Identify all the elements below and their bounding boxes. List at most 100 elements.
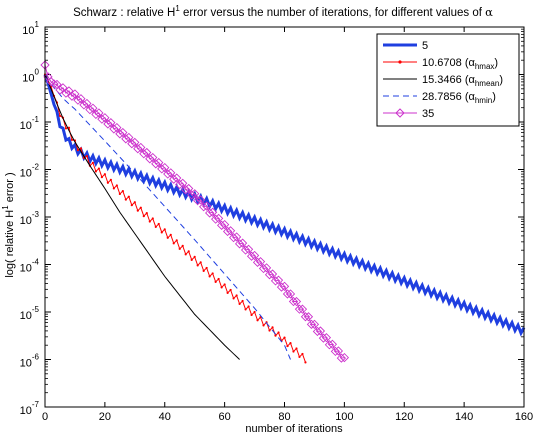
series-2-point (127, 195, 130, 198)
series-5-diamond-marker (276, 282, 287, 292)
series-2-point (133, 201, 136, 204)
series-2-point (238, 302, 241, 306)
series-2-point (190, 258, 193, 261)
series-5-diamond-marker (178, 178, 188, 188)
series-2-point (301, 352, 304, 356)
series-2-point (289, 341, 292, 345)
series-2-point (268, 329, 271, 332)
series-2-point (157, 222, 160, 226)
series-5-diamond-marker (67, 91, 77, 101)
series-2-point (304, 361, 307, 364)
series-2-point (253, 310, 256, 314)
series-2-point (121, 189, 124, 193)
series-2-point (79, 147, 83, 150)
series-line-2 (44, 74, 306, 363)
series-2-point (154, 225, 157, 229)
series-5-diamond-marker (219, 219, 230, 230)
series-5-diamond-marker (148, 152, 158, 163)
series-2-point (286, 344, 289, 348)
series-5-diamond-marker (267, 269, 278, 279)
series-2-point (169, 233, 172, 236)
series-2-point (283, 336, 286, 339)
series-5-diamond-marker (82, 98, 92, 109)
series-2-point (184, 253, 187, 256)
series-5-diamond-marker (142, 147, 152, 158)
series-2-point (208, 275, 211, 278)
y-tick-label: 10-7 (20, 400, 40, 417)
series-2-point (115, 184, 118, 187)
series-2-point (175, 239, 178, 242)
series-5-diamond-marker (237, 238, 248, 248)
series-5-diamond-marker (172, 173, 182, 183)
series-5-diamond-marker (243, 244, 254, 254)
series-5-diamond-marker (270, 276, 281, 286)
series-5-diamond-marker (312, 326, 323, 337)
x-tick-label: 160 (515, 411, 533, 423)
series-5-diamond-marker (85, 105, 95, 115)
series-2-point (193, 255, 196, 258)
series-group (40, 60, 526, 364)
series-5-diamond-marker (291, 296, 302, 307)
x-tick-label: 100 (335, 411, 353, 423)
series-5-diamond-marker (61, 88, 71, 98)
series-5-diamond-marker (240, 245, 251, 255)
legend-label-2: 10.6708 (αhmax) (422, 57, 498, 71)
series-5-diamond-marker (73, 95, 83, 105)
series-2-point (202, 269, 205, 272)
series-2-point (271, 326, 274, 329)
plot-area-frame (44, 26, 525, 408)
series-5-diamond-marker (91, 109, 101, 120)
series-5-diamond-marker (163, 169, 173, 179)
series-2-point (91, 161, 94, 164)
series-5-diamond-marker (193, 195, 203, 206)
legend-label-1: 5 (422, 40, 428, 52)
series-2-point (274, 334, 277, 337)
x-tick-label: 0 (42, 411, 48, 423)
legend-label-5: 35 (422, 108, 434, 120)
legend-marker-dot (398, 60, 402, 64)
legend-label-3: 15.3466 (αhmean) (422, 74, 503, 88)
series-5-diamond-marker (184, 183, 194, 194)
series-5-diamond-marker (106, 118, 116, 128)
x-tick-label: 120 (395, 411, 413, 423)
series-5-diamond-marker (303, 312, 314, 322)
series-2-point (214, 280, 217, 283)
series-5-diamond-marker (76, 94, 86, 104)
series-5-diamond-marker (169, 174, 179, 184)
series-2-point (106, 181, 109, 184)
series-2-point (199, 261, 202, 264)
series-2-point (124, 198, 127, 201)
series-5-diamond-marker (255, 257, 266, 267)
series-5-diamond-marker (109, 124, 119, 134)
series-2-point (217, 277, 220, 281)
series-5-diamond-marker (336, 353, 347, 363)
series-5-diamond-marker (136, 142, 146, 153)
series-2-point (205, 266, 208, 270)
series-2-point (223, 283, 226, 286)
x-axis-label: number of iterations (245, 423, 343, 435)
legend: 5 10.6708 (αhmax) 15.3466 (αhmean) 28.7856 … (376, 33, 520, 127)
series-2-point (298, 355, 301, 359)
chart-title: Schwarz : relative H1 error versus the n… (73, 4, 493, 19)
x-tick-label: 80 (278, 411, 290, 423)
series-5-diamond-marker (97, 114, 107, 124)
series-5-diamond-marker (199, 202, 209, 212)
series-2-point (178, 247, 181, 250)
series-2-point (58, 114, 62, 117)
series-2-point (118, 192, 121, 196)
series-2-point (64, 127, 68, 130)
series-2-point (67, 126, 71, 129)
series-5-diamond-marker (214, 213, 224, 224)
series-2-point (247, 305, 250, 308)
legend-marker-diamond (395, 108, 405, 118)
series-2-point (187, 250, 190, 253)
series-5-diamond-marker (282, 289, 293, 299)
series-5-diamond-marker (309, 319, 320, 329)
series-5-diamond-marker (294, 304, 305, 314)
series-2-point (172, 242, 175, 245)
y-tick-label: 10-2 (20, 163, 40, 180)
x-tick-label: 140 (455, 411, 473, 423)
series-5-diamond-marker (264, 270, 275, 280)
series-5-diamond-marker (103, 119, 113, 129)
